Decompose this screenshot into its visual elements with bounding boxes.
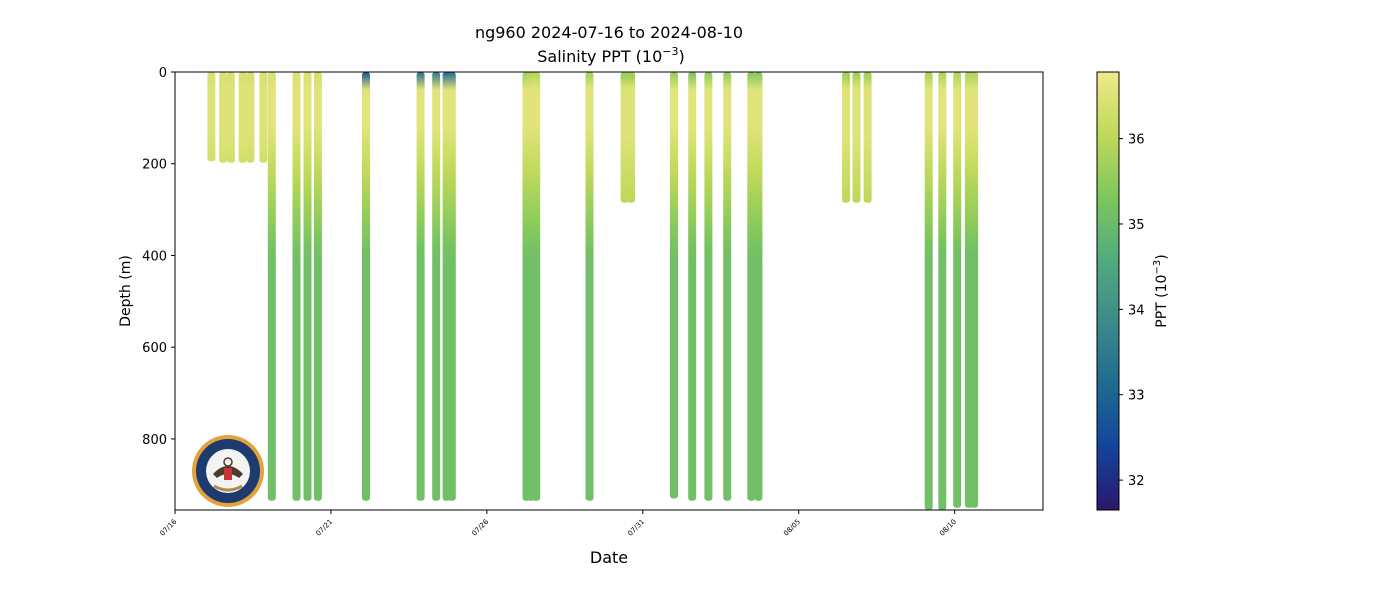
profile-bar — [226, 72, 235, 163]
colorbar-tick-label: 36 — [1128, 133, 1145, 148]
profile-bar — [447, 72, 456, 501]
profile-bar — [747, 72, 756, 501]
profile-bar — [362, 72, 370, 501]
profile-bar — [688, 72, 697, 501]
profile-bar — [219, 72, 228, 163]
profile-bar — [670, 72, 678, 499]
y-axis: 0 200 400 600 800 — [142, 66, 175, 448]
profile-bar — [207, 72, 216, 162]
y-tick-label: 200 — [142, 158, 167, 173]
profile-bar — [754, 72, 763, 501]
x-tick-label: 07/31 — [626, 518, 646, 538]
profile-bar — [292, 72, 301, 501]
profile-bar — [313, 72, 322, 501]
plot-area — [174, 71, 1044, 511]
x-axis: 07/16 07/21 07/26 07/31 08/05 08/10 — [158, 510, 958, 538]
y-tick-label: 400 — [142, 249, 167, 264]
profile-bar — [723, 72, 732, 501]
plot-frame — [174, 71, 1044, 511]
profile-bar — [246, 72, 255, 163]
colorbar-tick-label: 32 — [1128, 474, 1145, 489]
profile-bar — [924, 72, 933, 510]
colorbar-tick-label: 33 — [1128, 389, 1145, 404]
x-tick-label: 07/16 — [158, 517, 178, 537]
y-tick-label: 800 — [142, 433, 167, 448]
x-axis-label: Date — [590, 548, 628, 567]
profile-bar — [585, 72, 594, 501]
colorbar-tick-label: 34 — [1128, 303, 1145, 318]
profile-bar — [842, 72, 851, 203]
profile-bar — [416, 72, 425, 501]
colorbar: 32 33 34 35 36 PPT (10−3) — [1096, 71, 1170, 511]
x-tick-label: 08/10 — [938, 518, 958, 538]
profile-series — [207, 72, 979, 510]
colorbar-ticks: 32 33 34 35 36 — [1119, 133, 1145, 489]
profile-bar — [953, 72, 962, 508]
profile-bar — [627, 72, 636, 203]
profile-bar — [267, 72, 276, 501]
profile-bar — [259, 72, 268, 163]
chart-title-line1: ng960 2024-07-16 to 2024-08-10 — [475, 23, 743, 42]
profile-bar — [620, 72, 629, 203]
profile-bar — [238, 72, 247, 163]
colorbar-label: PPT (10−3) — [1152, 254, 1170, 327]
x-tick-label: 07/26 — [470, 517, 490, 537]
us-navy-seal-logo — [192, 435, 264, 507]
profile-bar — [863, 72, 872, 203]
profile-bar — [532, 72, 541, 501]
x-tick-label: 07/21 — [314, 518, 334, 538]
y-tick-label: 0 — [159, 66, 167, 81]
profile-bar — [303, 72, 312, 501]
y-tick-label: 600 — [142, 341, 167, 356]
profile-bar — [704, 72, 713, 501]
chart-title-line2: Salinity PPT (10−3) — [537, 45, 685, 66]
profile-bar — [852, 72, 861, 203]
profile-bar — [938, 72, 947, 510]
colorbar-gradient — [1096, 71, 1120, 511]
y-axis-label: Depth (m) — [118, 255, 134, 327]
x-tick-label: 08/05 — [782, 518, 802, 538]
profile-bar — [432, 72, 441, 501]
profile-bar — [970, 72, 979, 508]
colorbar-tick-label: 35 — [1128, 218, 1145, 233]
